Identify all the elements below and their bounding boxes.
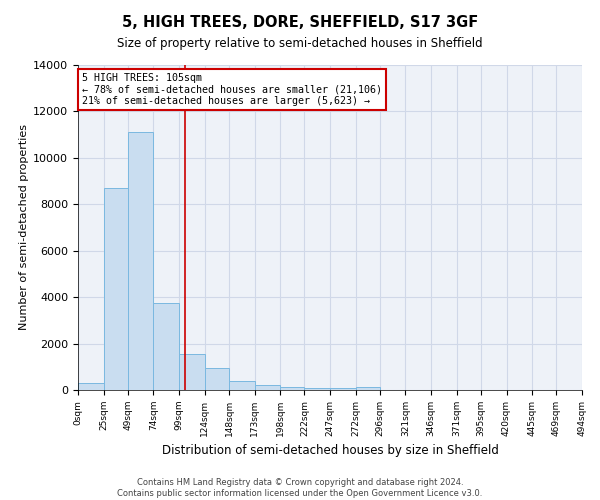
Text: 5, HIGH TREES, DORE, SHEFFIELD, S17 3GF: 5, HIGH TREES, DORE, SHEFFIELD, S17 3GF: [122, 15, 478, 30]
Bar: [78, 383, 104, 390]
Bar: [128, 132, 154, 390]
Bar: [104, 188, 128, 390]
Bar: [154, 303, 179, 390]
Bar: [254, 385, 280, 390]
Text: 5 HIGH TREES: 105sqm
← 78% of semi-detached houses are smaller (21,106)
21% of s: 5 HIGH TREES: 105sqm ← 78% of semi-detac…: [82, 73, 382, 106]
Y-axis label: Number of semi-detached properties: Number of semi-detached properties: [19, 124, 29, 330]
Bar: [280, 386, 304, 390]
Bar: [356, 388, 380, 390]
Bar: [205, 368, 229, 390]
Text: Size of property relative to semi-detached houses in Sheffield: Size of property relative to semi-detach…: [117, 38, 483, 51]
Bar: [304, 388, 330, 390]
Bar: [179, 354, 205, 390]
Bar: [330, 388, 356, 390]
Bar: [229, 381, 254, 390]
Text: Contains HM Land Registry data © Crown copyright and database right 2024.
Contai: Contains HM Land Registry data © Crown c…: [118, 478, 482, 498]
X-axis label: Distribution of semi-detached houses by size in Sheffield: Distribution of semi-detached houses by …: [161, 444, 499, 458]
